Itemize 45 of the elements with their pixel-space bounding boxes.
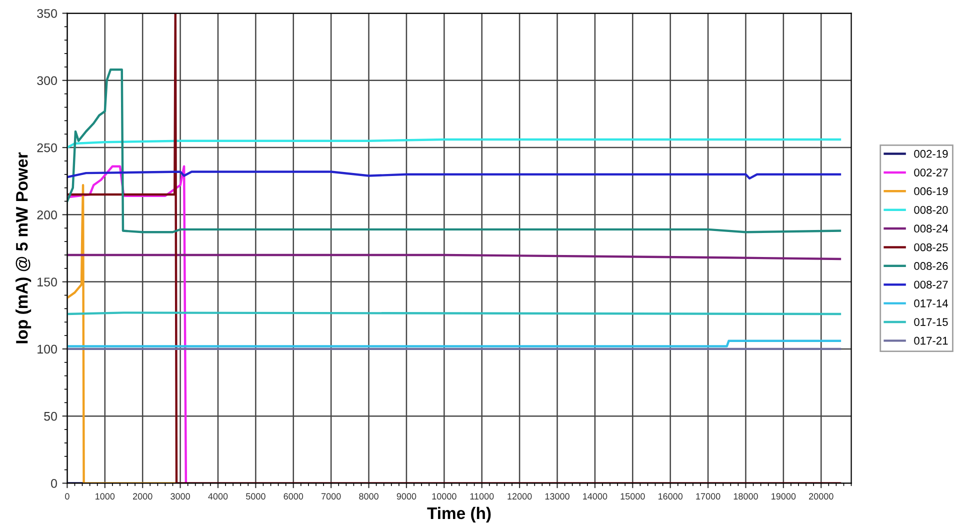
x-tick-label: 9000: [396, 493, 416, 500]
x-tick-label: 18000: [734, 493, 758, 500]
x-tick-label: 2000: [133, 493, 152, 500]
y-tick-label: 300: [37, 76, 57, 86]
x-tick-label: 11000: [470, 493, 494, 500]
legend-label: 008-25: [914, 243, 948, 252]
legend-label: 002-27: [914, 168, 948, 176]
x-tick-label: 15000: [620, 493, 645, 500]
legend-label: 017-21: [914, 336, 948, 345]
line-series: [67, 138, 842, 149]
x-tick-label: 1000: [96, 493, 115, 500]
x-tick-label: 19000: [772, 493, 796, 500]
legend-label: 006-19: [914, 187, 948, 196]
x-tick-label: 6000: [284, 493, 304, 500]
x-tick-label: 13000: [545, 493, 570, 500]
x-axis-title: Time (h): [427, 506, 491, 522]
legend-label: 017-14: [914, 299, 948, 308]
legend-label: 002-19: [914, 150, 948, 158]
line-series: [67, 170, 842, 180]
x-tick-label: 0: [65, 493, 70, 500]
line-series: [67, 68, 842, 234]
x-tick-label: 5000: [246, 493, 266, 500]
legend-label: 008-24: [914, 224, 948, 233]
legend-label: 008-27: [914, 280, 948, 289]
y-tick-label: 0: [51, 479, 57, 488]
y-tick-label: 100: [38, 344, 57, 354]
x-tick-label: 14000: [583, 493, 608, 500]
x-tick-label: 16000: [658, 493, 683, 500]
x-tick-label: 17000: [696, 493, 720, 500]
legend-label: 008-20: [914, 206, 948, 214]
x-tick-label: 7000: [322, 493, 341, 500]
y-tick-label: 200: [37, 210, 57, 220]
y-axis-title: Iop (mA) @ 5 mW Power: [16, 152, 32, 344]
legend-label: 008-26: [914, 262, 948, 270]
y-tick-label: 50: [44, 412, 57, 421]
y-tick-label: 250: [37, 143, 57, 152]
y-tick-label: 150: [38, 278, 57, 286]
x-tick-label: 3000: [170, 493, 190, 500]
x-tick-label: 4000: [208, 493, 228, 500]
x-tick-label: 10000: [432, 493, 456, 500]
x-tick-label: 8000: [359, 493, 378, 500]
y-tick-label: 350: [37, 9, 57, 18]
x-tick-label: 12000: [508, 493, 532, 500]
x-tick-label: 20000: [809, 493, 834, 500]
legend-label: 017-15: [914, 318, 948, 326]
